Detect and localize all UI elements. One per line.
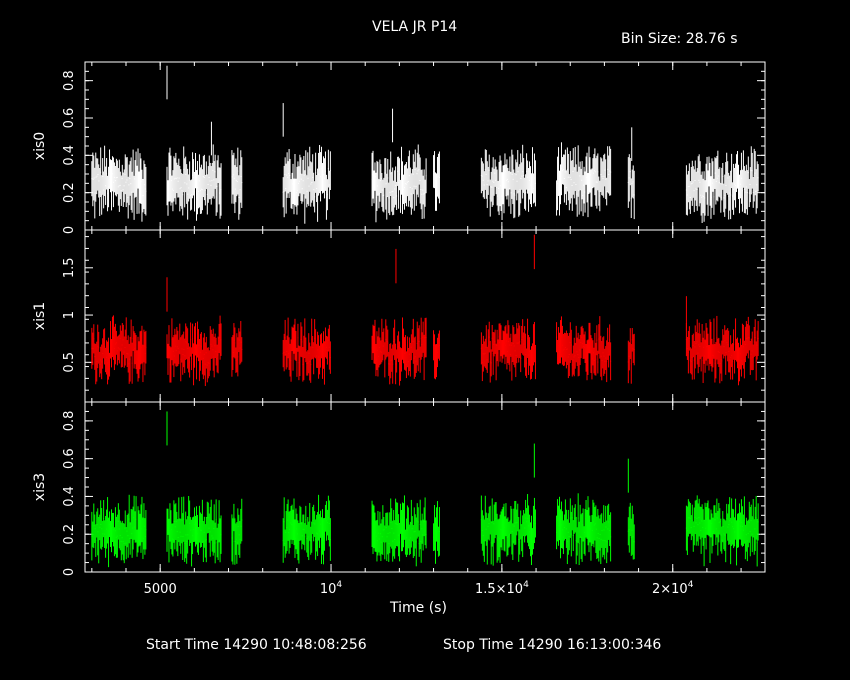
y-tick-label-xis1: 1 <box>62 311 77 319</box>
y-tick-label-xis0: 0.2 <box>62 182 77 203</box>
bin-size-label: Bin Size: 28.76 s <box>621 31 738 47</box>
y-tick-label-xis3: 0.6 <box>62 448 77 469</box>
series-xis1 <box>91 234 759 387</box>
x-tick-label: 5000 <box>144 582 177 597</box>
y-axis-label-xis3: xis3 <box>32 473 48 501</box>
y-axis-label-xis1: xis1 <box>32 302 48 330</box>
y-tick-label-xis1: 1.5 <box>62 257 77 278</box>
y-tick-label-xis3: 0.2 <box>62 524 77 545</box>
chart-title: VELA JR P14 <box>372 19 458 35</box>
y-tick-label-xis0: 0.4 <box>62 145 77 166</box>
x-tick-label: 2×104 <box>652 580 694 597</box>
y-tick-label-xis3: 0.4 <box>62 486 77 507</box>
series-xis0 <box>91 65 759 224</box>
x-tick-label: 1.5×104 <box>475 580 529 597</box>
y-tick-label-xis1: 0.5 <box>62 352 77 373</box>
y-tick-label-xis0: 0.6 <box>62 108 77 129</box>
stop-time-label: Stop Time 14290 16:13:00:346 <box>443 637 662 653</box>
y-tick-label-xis3: 0.8 <box>62 411 77 432</box>
y-tick-label-xis0: 0.8 <box>62 70 77 91</box>
y-axis-label-xis0: xis0 <box>32 132 48 160</box>
y-tick-label-xis0: 0 <box>62 226 77 234</box>
x-tick-label: 104 <box>320 580 343 597</box>
start-time-label: Start Time 14290 10:48:08:256 <box>146 637 367 653</box>
panel-frame-xis1 <box>84 229 766 403</box>
x-axis-label: Time (s) <box>390 600 447 616</box>
y-tick-label-xis3: 0 <box>62 568 77 576</box>
series-xis3 <box>91 411 759 568</box>
